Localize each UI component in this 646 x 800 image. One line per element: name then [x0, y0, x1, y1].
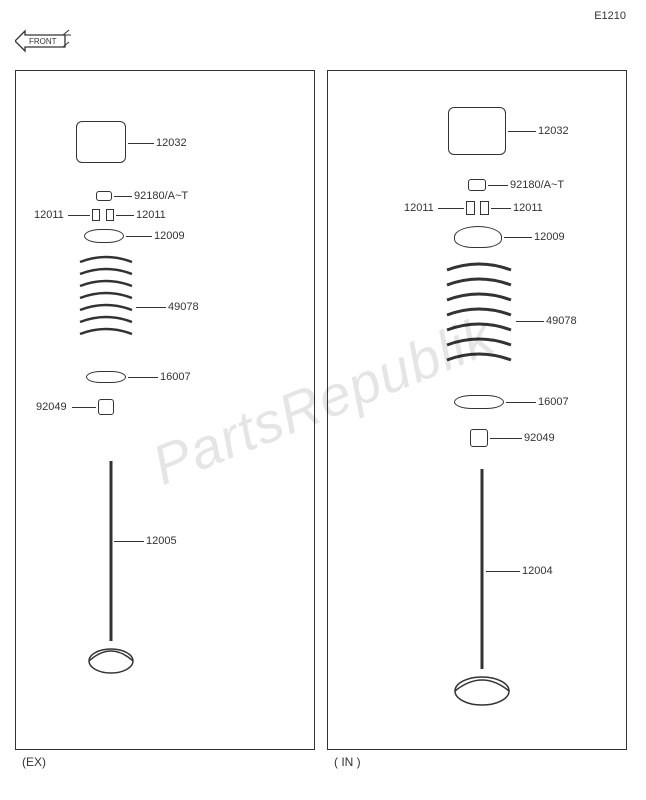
part-cotter-left [92, 209, 100, 221]
label-seat: 16007 [160, 371, 191, 383]
label-spring: 49078 [168, 301, 199, 313]
front-label-text: FRONT [29, 37, 57, 46]
part-cotter-right [480, 201, 489, 215]
leader-line [136, 307, 166, 308]
panels-container: (EX) 12032 92180/A~T 12011 12011 12009 4… [15, 70, 627, 750]
leader-line [490, 438, 522, 439]
part-cotter-left [466, 201, 475, 215]
part-shim [468, 179, 486, 191]
label-seal: 92049 [36, 401, 67, 413]
panel-in: ( IN ) 12032 92180/A~T 12011 12011 12009… [327, 70, 627, 750]
part-retainer [454, 226, 502, 248]
leader-line [128, 377, 158, 378]
part-tappet [76, 121, 126, 163]
leader-line [114, 196, 132, 197]
leader-line [488, 185, 508, 186]
label-cotter-left: 12011 [404, 202, 434, 214]
part-retainer [84, 229, 124, 243]
label-cotter-right: 12011 [136, 209, 166, 221]
label-shim: 92180/A~T [510, 179, 564, 191]
part-valve [452, 469, 512, 714]
leader-line [506, 402, 536, 403]
label-cotter-left: 12011 [34, 209, 64, 221]
leader-line [114, 541, 144, 542]
part-seal [98, 399, 114, 415]
part-spring [444, 263, 514, 370]
panel-in-label: ( IN ) [334, 755, 361, 769]
leader-line [116, 215, 134, 216]
panel-ex: (EX) 12032 92180/A~T 12011 12011 12009 4… [15, 70, 315, 750]
leader-line [504, 237, 532, 238]
leader-line [128, 143, 154, 144]
leader-line [72, 407, 96, 408]
part-spring [78, 256, 134, 347]
part-seat [86, 371, 126, 383]
part-cotter-right [106, 209, 114, 221]
label-retainer: 12009 [154, 230, 185, 242]
leader-line [508, 131, 536, 132]
label-valve: 12005 [146, 535, 177, 547]
front-indicator: FRONT [15, 28, 71, 54]
label-spring: 49078 [546, 315, 577, 327]
part-valve [86, 461, 136, 686]
panel-ex-label: (EX) [22, 755, 46, 769]
label-cotter-right: 12011 [513, 202, 543, 214]
part-seat [454, 395, 504, 409]
leader-line [438, 208, 464, 209]
label-tappet: 12032 [156, 137, 187, 149]
leader-line [486, 571, 520, 572]
leader-line [68, 215, 90, 216]
part-tappet [448, 107, 506, 155]
part-shim [96, 191, 112, 201]
part-seal [470, 429, 488, 447]
page-code: E1210 [594, 10, 626, 22]
leader-line [491, 208, 511, 209]
label-retainer: 12009 [534, 231, 565, 243]
leader-line [516, 321, 544, 322]
leader-line [126, 236, 152, 237]
label-seal: 92049 [524, 432, 555, 444]
label-valve: 12004 [522, 565, 553, 577]
label-seat: 16007 [538, 396, 569, 408]
label-tappet: 12032 [538, 125, 569, 137]
label-shim: 92180/A~T [134, 190, 188, 202]
